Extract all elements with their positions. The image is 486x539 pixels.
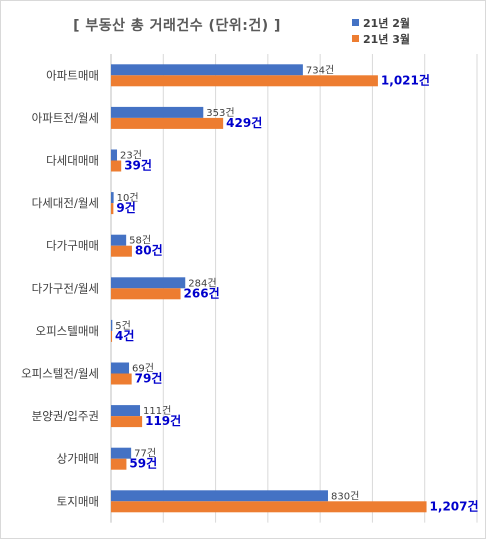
legend-item-feb: 21년 2월 [352, 15, 410, 31]
data-label-mar: 39건 [124, 158, 152, 173]
data-label-feb: 830건 [331, 490, 359, 502]
data-label-mar: 119건 [145, 413, 181, 428]
bar-feb [111, 362, 130, 374]
data-label-feb: 353건 [206, 107, 234, 119]
category-label: 다가구전/월세 [32, 281, 99, 295]
bar-mar [111, 288, 181, 300]
bar-mar [111, 458, 127, 470]
bar-feb [111, 192, 114, 204]
category-label: 다가구매매 [46, 239, 99, 253]
data-label-mar: 9건 [116, 200, 135, 215]
data-label-mar: 80건 [135, 243, 163, 258]
bar-feb [111, 277, 186, 289]
data-label-feb: 284건 [188, 277, 216, 289]
data-label-feb: 23건 [120, 150, 142, 162]
legend-swatch-feb [352, 19, 359, 26]
data-label-feb: 58건 [129, 235, 151, 247]
bar-mar [111, 160, 122, 172]
data-label-feb: 734건 [306, 64, 334, 76]
bar-feb [111, 234, 127, 246]
bar-mar [111, 117, 224, 129]
bar-mar [111, 203, 114, 215]
category-label: 상가매매 [57, 452, 99, 466]
data-label-mar: 429건 [226, 115, 262, 130]
bar-feb [111, 106, 204, 118]
data-label-feb: 5건 [115, 320, 131, 332]
data-label-feb: 111건 [143, 405, 171, 417]
legend-item-mar: 21년 3월 [352, 31, 410, 47]
category-label: 아파트전/월세 [32, 111, 99, 125]
bar-feb [111, 319, 113, 331]
category-label: 다세대전/월세 [32, 196, 99, 210]
legend: 21년 2월 21년 3월 [352, 15, 485, 47]
data-label-mar: 1,021건 [381, 72, 430, 87]
data-label-feb: 69건 [132, 363, 154, 375]
data-label-feb: 77건 [134, 448, 156, 460]
category-label: 토지매매 [57, 494, 99, 508]
bar-mar [111, 373, 132, 385]
legend-label-feb: 21년 2월 [363, 17, 411, 30]
legend-swatch-mar [352, 35, 359, 42]
data-label-mar: 266건 [184, 285, 220, 300]
bar-feb [111, 64, 303, 76]
bar-feb [111, 490, 328, 502]
bar-feb [111, 405, 141, 417]
chart-title: [ 부동산 총 거래건수 (단위:건) ] [73, 18, 281, 34]
bar-feb [111, 447, 132, 459]
data-label-mar: 4건 [115, 328, 134, 343]
category-label: 오피스텔매매 [36, 324, 99, 338]
data-label-mar: 79건 [135, 371, 163, 386]
bar-mar [111, 416, 143, 428]
data-label-feb: 10건 [117, 192, 139, 204]
bar-mar [111, 501, 427, 513]
bar-mar [111, 245, 132, 257]
data-label-mar: 1,207건 [430, 498, 479, 513]
legend-label-mar: 21년 3월 [363, 33, 411, 46]
bar-mar [111, 75, 378, 87]
data-label-mar: 59건 [129, 456, 157, 471]
category-label: 오피스텔전/월세 [21, 367, 99, 381]
category-label: 분양권/입주권 [32, 409, 99, 423]
category-label: 아파트매매 [46, 68, 99, 82]
bar-feb [111, 149, 118, 161]
category-label: 다세대매매 [46, 154, 99, 168]
bar-mar [111, 330, 113, 342]
